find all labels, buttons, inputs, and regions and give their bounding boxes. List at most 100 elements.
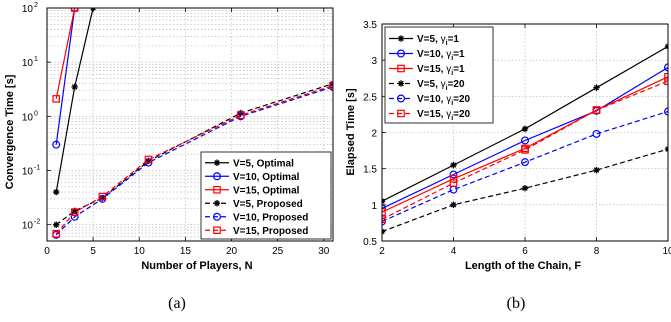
legend-label: V=10, Optimal: [233, 172, 300, 183]
y-tick-label: 10: [22, 167, 34, 178]
data-point-3-1: [52, 95, 61, 103]
legend-item-5: V=10, γi=20: [389, 94, 471, 107]
x-tick-label: 25: [272, 246, 284, 257]
legend-marker: [213, 226, 221, 235]
data-point-4-2: [71, 207, 78, 215]
data-point-2-1: [52, 140, 61, 149]
legend-label: V=5, Optimal: [233, 158, 294, 169]
legend-label: V=10, γi=20: [417, 94, 471, 107]
legend-box: [384, 26, 494, 124]
data-point-3-2: [449, 174, 458, 183]
legend-marker: [397, 49, 406, 58]
legend-item-6: V=15, Proposed: [205, 226, 308, 237]
y-tick-label: 3: [371, 56, 377, 67]
series-line-2: [55, 8, 76, 145]
y-tick-label: 10: [22, 112, 34, 123]
data-point-2-3: [520, 136, 529, 145]
data-point-6-1: [52, 229, 61, 238]
x-tick-label: 10: [662, 246, 671, 257]
series-line-3: [55, 8, 76, 100]
y-tick-label: 10: [22, 4, 34, 15]
legend-label: V=10, γi=1: [417, 49, 465, 62]
tick-labels: 2 4 6 8 10 0.5 1 1.5 2 2.5 3 3.5: [363, 20, 671, 257]
y-tick-label: 0.5: [363, 237, 377, 248]
data-point-6-4: [144, 155, 153, 164]
data-point-6-2: [70, 208, 79, 217]
x-axis-label-b: Length of the Chain, F: [465, 260, 581, 272]
legend-item-3: V=15, γi=1: [389, 64, 465, 77]
legend-marker: [213, 159, 221, 166]
axes-frame: [46, 7, 334, 242]
data-point-1-4: [593, 84, 600, 91]
x-tick-label: 8: [594, 246, 600, 257]
data-point-6-2: [449, 179, 458, 187]
legend-label: V=5, Proposed: [233, 199, 303, 210]
legend-item-1: V=5, Optimal: [205, 158, 294, 169]
data-point-1-3: [521, 125, 529, 133]
legend: V=5, γi=1 V=10, γi=1 V=15, γi=1 V=5, γi=20 V…: [384, 26, 494, 124]
y-tick-label: 3.5: [363, 20, 377, 31]
y-tick-label: 1: [371, 201, 377, 212]
legend-item-2: V=10, γi=1: [389, 49, 465, 62]
legend-item-6: V=15, γi=20: [389, 109, 471, 122]
y-tick-exponent: 1: [34, 56, 38, 63]
data-point-1-2: [450, 161, 457, 169]
x-tick-label: 2: [379, 246, 385, 257]
y-tick-label: 10: [22, 58, 34, 69]
y-tick-exponent: -2: [34, 219, 40, 226]
y-tick-exponent: -1: [34, 165, 40, 172]
legend-marker: [397, 109, 405, 118]
series-group: [52, 8, 333, 239]
data-point-3-1: [382, 208, 386, 216]
data-point-4-1: [53, 221, 60, 228]
legend-marker: [397, 35, 405, 42]
x-tick-label: 4: [451, 246, 457, 257]
data-point-4-2: [450, 201, 457, 209]
y-axis-label-b: Elapsed Time [s]: [345, 88, 357, 176]
data-point-5-3: [520, 158, 529, 167]
legend-label: V=15, Proposed: [233, 226, 308, 237]
series-line-6: [382, 80, 668, 220]
chart-panel-b: 2 4 6 8 10 0.5 1 1.5 2 2.5 3 3.5 V=5, γi=1 V=10, γi=1…: [363, 20, 671, 257]
legend-box: [200, 151, 332, 240]
y-tick-label: 1.5: [363, 165, 377, 176]
series-line-6: [55, 85, 333, 235]
y-tick-exponent: 0: [34, 110, 38, 117]
legend-marker: [213, 212, 222, 221]
caption-b: (b): [507, 295, 526, 312]
x-tick-label: 10: [134, 246, 146, 257]
legend-marker: [397, 80, 405, 87]
legend-item-4: V=5, Proposed: [205, 199, 303, 210]
legend-item-5: V=10, Proposed: [205, 212, 308, 223]
legend-label: V=5, γi=20: [417, 79, 465, 92]
x-tick-label: 30: [318, 246, 330, 257]
x-axis-label-a: Number of Players, N: [141, 260, 252, 272]
legend-marker: [397, 94, 406, 103]
data-point-4-4: [593, 166, 600, 174]
legend-item-4: V=5, γi=20: [389, 79, 465, 92]
series-line-3: [382, 76, 668, 213]
y-axis-label-a: Convergence Time [s]: [4, 74, 16, 189]
data-point-4-4: [145, 157, 152, 165]
legend-item-1: V=5, γi=1: [389, 34, 459, 47]
series-line-4: [382, 148, 668, 233]
legend: V=5, Optimal V=10, Optimal V=15, Optimal V=…: [200, 151, 332, 240]
x-tick-label: 5: [90, 246, 96, 257]
data-point-6-4: [592, 106, 601, 114]
series-group: [382, 43, 668, 235]
series-line-5: [382, 110, 668, 223]
legend-item-3: V=15, Optimal: [205, 185, 300, 196]
data-point-2-2: [449, 170, 458, 179]
legend-label: V=15, Optimal: [233, 185, 300, 196]
legend-marker: [213, 185, 221, 194]
data-point-6-1: [382, 215, 386, 224]
data-point-5-4: [592, 129, 601, 138]
data-point-6-5: [236, 111, 245, 119]
legend-marker: [397, 64, 405, 73]
series-line-2: [382, 66, 668, 209]
legend-item-2: V=10, Optimal: [205, 172, 300, 183]
data-point-4-3: [521, 184, 529, 192]
